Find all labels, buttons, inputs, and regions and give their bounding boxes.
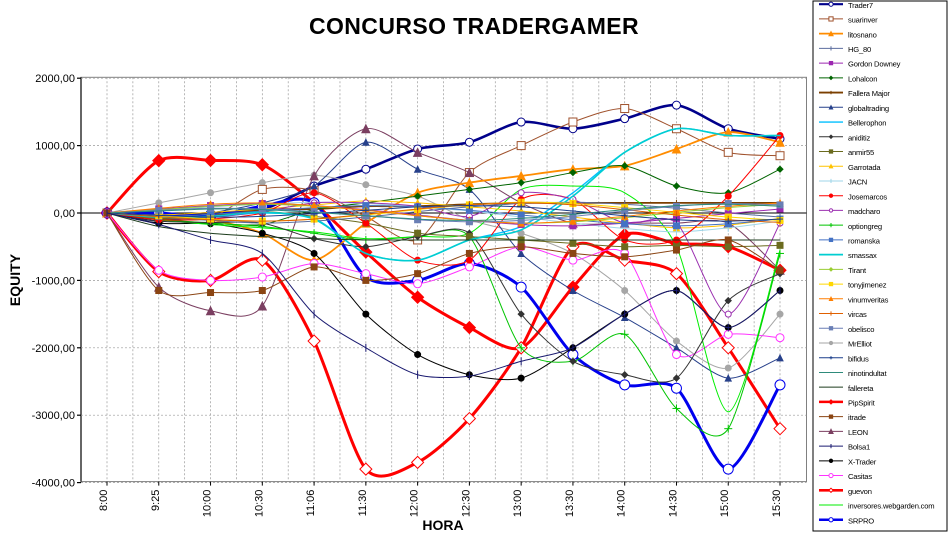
svg-text:-4000,00: -4000,00: [32, 478, 75, 490]
svg-text:PipSpirit: PipSpirit: [848, 399, 876, 408]
svg-text:romanska: romanska: [848, 236, 881, 245]
svg-text:2000,00: 2000,00: [35, 73, 75, 85]
svg-text:-3000,00: -3000,00: [32, 410, 75, 422]
svg-text:13:30: 13:30: [564, 490, 576, 518]
svg-text:12:00: 12:00: [409, 490, 421, 518]
svg-text:LEON: LEON: [848, 428, 868, 437]
svg-text:aniditiz: aniditiz: [848, 133, 870, 142]
svg-text:fallereta: fallereta: [848, 384, 874, 393]
svg-text:MrElliot: MrElliot: [848, 340, 873, 349]
svg-text:Gordon Downey: Gordon Downey: [848, 60, 901, 69]
svg-text:Lohalcon: Lohalcon: [848, 74, 877, 83]
svg-text:madcharo: madcharo: [848, 207, 880, 216]
svg-text:1000,00: 1000,00: [35, 141, 75, 153]
svg-text:Josemarcos: Josemarcos: [848, 192, 887, 201]
svg-text:HG_80: HG_80: [848, 45, 871, 54]
svg-text:Bellerophon: Bellerophon: [848, 119, 886, 128]
svg-text:Bolsa1: Bolsa1: [848, 443, 870, 452]
svg-text:HORA: HORA: [422, 517, 463, 533]
svg-text:vircas: vircas: [848, 310, 867, 319]
svg-text:tonyjimenez: tonyjimenez: [848, 281, 887, 290]
svg-text:12:30: 12:30: [460, 490, 472, 518]
svg-text:suarinver: suarinver: [848, 16, 878, 25]
svg-text:globaltrading: globaltrading: [848, 104, 889, 113]
svg-text:15:30: 15:30: [771, 490, 783, 518]
svg-text:Casitas: Casitas: [848, 472, 872, 481]
svg-text:JACN: JACN: [848, 178, 867, 187]
svg-text:optiongreg: optiongreg: [848, 222, 882, 231]
svg-text:-1000,00: -1000,00: [32, 275, 75, 287]
svg-text:vinumveritas: vinumveritas: [848, 295, 889, 304]
svg-text:anmir55: anmir55: [848, 148, 874, 157]
svg-text:inversores.webgarden.com: inversores.webgarden.com: [848, 502, 934, 511]
svg-text:SRPRO: SRPRO: [848, 516, 874, 525]
svg-text:11:30: 11:30: [357, 490, 369, 517]
svg-text:10:30: 10:30: [253, 490, 265, 518]
svg-text:itrade: itrade: [848, 413, 866, 422]
svg-text:11:06: 11:06: [305, 490, 317, 517]
svg-text:0,00: 0,00: [54, 208, 75, 220]
svg-text:9:25: 9:25: [150, 490, 162, 511]
svg-text:litosnano: litosnano: [848, 30, 877, 39]
svg-text:guevon: guevon: [848, 487, 872, 496]
svg-text:10:00: 10:00: [202, 490, 214, 518]
svg-text:-2000,00: -2000,00: [32, 343, 75, 355]
svg-text:15:00: 15:00: [719, 490, 731, 518]
svg-text:14:00: 14:00: [616, 490, 628, 518]
svg-text:bifidus: bifidus: [848, 354, 869, 363]
svg-text:Tirant: Tirant: [848, 266, 867, 275]
svg-text:EQUITY: EQUITY: [7, 253, 23, 306]
svg-text:Garrotada: Garrotada: [848, 163, 881, 172]
svg-text:ninotindultat: ninotindultat: [848, 369, 887, 378]
svg-text:Fallera Major: Fallera Major: [848, 89, 890, 98]
svg-text:Trader7: Trader7: [848, 1, 873, 10]
svg-text:smassax: smassax: [848, 251, 877, 260]
svg-text:X-Trader: X-Trader: [848, 457, 877, 466]
svg-text:13:00: 13:00: [512, 490, 524, 518]
svg-text:8:00: 8:00: [98, 490, 110, 511]
svg-text:obelisco: obelisco: [848, 325, 874, 334]
svg-text:14:30: 14:30: [667, 490, 679, 518]
